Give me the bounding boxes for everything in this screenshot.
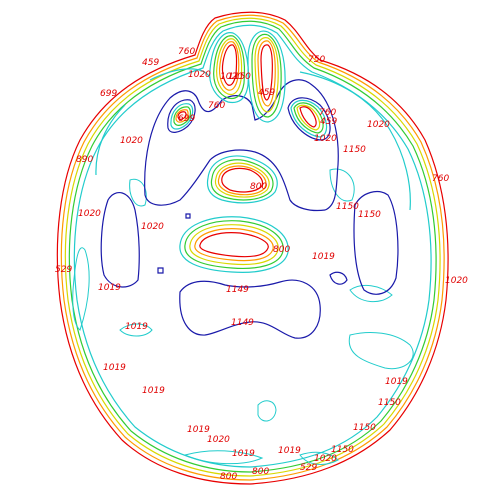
blue-region-right [353,191,399,295]
cyan-patch [119,323,153,337]
contour-label: 1020 [314,454,337,464]
cyan-patch [183,450,264,465]
contour-label: 1019 [125,322,148,332]
contour-label: 760 [208,101,225,111]
blue-region-left [100,192,140,288]
contour-label: 1020 [207,435,230,445]
contour-label: 1150 [378,398,401,408]
outer-contour-green [68,20,437,473]
contour-label: 459 [258,88,275,98]
contour-label: 1020 [220,72,243,82]
contour-label: 1019 [232,449,255,459]
contour-label: 1020 [78,209,101,219]
cyan-patch [348,331,414,370]
contour-label: 699 [178,114,195,124]
contour-label: 1019 [385,377,408,387]
outer-contours [56,11,449,485]
inner-contour-cyan [95,68,411,211]
outer-contour-yellow [64,17,441,477]
contour-label: 1019 [312,252,335,262]
oropharynx-cavity [179,216,289,273]
contour-label: 1019 [278,446,301,456]
left-maxillary-sinus [167,99,196,133]
contour-label: 1150 [331,445,354,455]
nasopharynx-cavity [206,155,278,204]
contour-label: 1150 [358,210,381,220]
contour-label: 760 [432,174,449,184]
cavity-contours [167,30,331,273]
contour-label: 760 [319,108,336,118]
contour-label: 529 [300,463,317,473]
outer-contour-red [56,11,449,485]
contour-label: 1150 [353,423,376,433]
contour-label: 459 [320,117,337,127]
contour-label: 1149 [231,318,254,328]
contour-label: 1020 [314,134,337,144]
contour-label: 1020 [367,120,390,130]
contour-label: 459 [142,58,159,68]
contour-label: 1149 [226,285,249,295]
contour-label: 1020 [120,136,143,146]
contour-label: 800 [250,182,267,192]
contour-label: 529 [55,265,72,275]
contour-label: 1019 [142,386,165,396]
contour-label: 1150 [343,145,366,155]
contour-label: 1020 [141,222,164,232]
outer-contour-cyan [73,24,432,468]
cyan-patch [329,168,355,202]
contour-label: 1150 [228,72,251,82]
right-maxillary-sinus [287,97,331,141]
cyan-patch [129,178,147,207]
contour-label: 800 [220,472,237,482]
contour-label: 1019 [103,363,126,373]
contour-label: 800 [252,467,269,477]
contour-label: 1020 [445,276,468,286]
cyan-patch [299,451,339,465]
cyan-patch [72,247,90,331]
blue-dot [185,213,191,219]
blue-dot [329,271,348,285]
contour-label: 750 [308,55,325,65]
contour-label: 760 [178,47,195,57]
outer-contour-orange [60,14,445,481]
contour-label: 890 [76,155,93,165]
left-nasal-cavity [209,32,249,104]
contour-label: 1020 [188,70,211,80]
blue-dot [157,267,164,274]
contour-label: 1019 [187,425,210,435]
blue-region-upper [144,79,339,212]
contour-label: 800 [273,245,290,255]
contour-label: 1019 [98,283,121,293]
blue-contours [100,79,399,339]
right-nasal-cavity [247,30,286,123]
cyan-patch [257,400,277,422]
contour-label: 1150 [336,202,359,212]
contour-label: 699 [100,89,117,99]
blue-region-lower [179,279,321,339]
